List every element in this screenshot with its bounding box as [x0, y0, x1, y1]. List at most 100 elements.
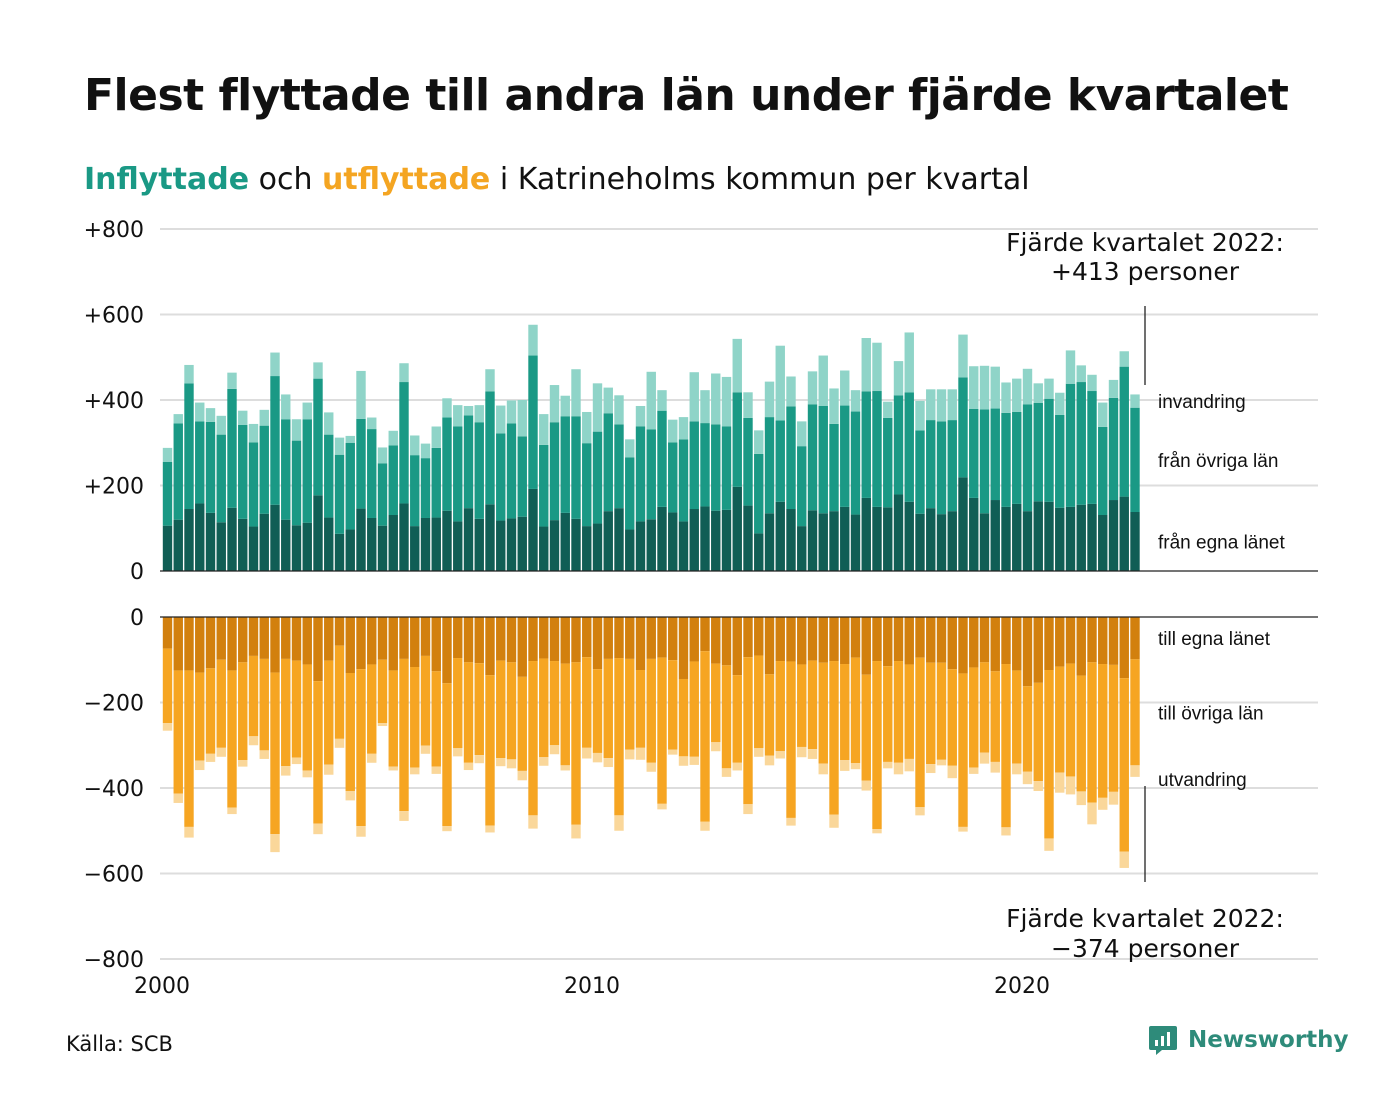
bar-in-2 [313, 362, 323, 379]
subtitle-out-word: utflyttade [322, 162, 491, 197]
bar-out-1 [711, 663, 721, 743]
bar-out-2 [872, 829, 882, 834]
bar-in-2 [216, 415, 226, 435]
bar-in-0 [872, 506, 882, 571]
bar-in-0 [625, 529, 635, 571]
bar-out-2 [195, 760, 205, 771]
bar-in-0 [1076, 504, 1086, 571]
bar-out-2 [969, 767, 979, 774]
y-tick-label: 0 [130, 606, 144, 631]
bar-in-1 [270, 376, 280, 505]
y-tick-label: +400 [84, 389, 144, 414]
bar-in-2 [1098, 402, 1108, 427]
subtitle-in-word: Inflyttade [84, 162, 250, 197]
bar-out-0 [506, 617, 517, 663]
bar-out-0 [1065, 617, 1076, 664]
bar-out-0 [571, 617, 581, 663]
bar-in-1 [915, 430, 925, 514]
bar-in-2 [850, 390, 861, 412]
bar-in-1 [958, 377, 968, 478]
bar-out-1 [313, 681, 323, 824]
bar-out-0 [356, 617, 366, 670]
bar-out-1 [528, 661, 538, 816]
bar-out-2 [270, 834, 280, 853]
bar-out-0 [539, 617, 549, 659]
bar-out-1 [367, 664, 377, 754]
bar-in-2 [668, 419, 678, 443]
bar-out-1 [915, 657, 925, 808]
bar-out-0 [754, 617, 764, 656]
bar-out-0 [270, 617, 280, 673]
bar-out-1 [958, 673, 968, 827]
bar-in-2 [829, 388, 839, 424]
bar-out-0 [689, 617, 699, 662]
bar-out-2 [259, 750, 269, 759]
bar-in-1 [388, 445, 398, 515]
bar-in-0 [1033, 501, 1043, 571]
bar-out-2 [915, 807, 925, 816]
bar-out-0 [485, 617, 495, 676]
bar-in-1 [947, 420, 957, 512]
bar-in-1 [453, 426, 463, 522]
bar-out-1 [668, 660, 678, 750]
bar-out-1 [872, 661, 882, 830]
bar-out-1 [635, 670, 646, 748]
bar-out-2 [904, 758, 914, 772]
bar-in-0 [958, 477, 968, 571]
bar-in-1 [926, 420, 936, 509]
bar-out-0 [807, 617, 818, 661]
bar-out-2 [248, 736, 259, 746]
brand-logo: Newsworthy [1148, 1024, 1349, 1056]
bar-out-2 [388, 766, 398, 771]
bar-in-1 [775, 420, 785, 502]
bar-in-0 [356, 508, 366, 571]
bar-out-1 [904, 664, 914, 759]
bar-in-2 [453, 405, 463, 427]
bar-in-0 [173, 519, 183, 571]
bar-in-1 [571, 416, 581, 519]
bar-out-1 [850, 657, 861, 764]
bar-in-2 [259, 409, 269, 426]
bar-in-0 [162, 525, 173, 571]
bar-in-2 [754, 430, 764, 454]
bar-in-2 [990, 366, 1000, 409]
bar-out-1 [463, 662, 474, 763]
bar-in-1 [936, 421, 947, 515]
bar-in-1 [302, 419, 312, 523]
bar-out-0 [592, 617, 603, 670]
bar-in-2 [356, 370, 366, 419]
annotations: Fjärde kvartalet 2022:+413 personerFjärd… [1006, 228, 1284, 963]
bar-out-2 [420, 745, 431, 754]
bar-in-0 [582, 526, 592, 571]
bar-in-2 [904, 332, 914, 393]
bar-out-1 [689, 661, 699, 757]
bar-in-1 [721, 426, 732, 510]
bar-out-2 [850, 763, 861, 770]
bar-out-2 [1012, 763, 1022, 775]
bar-out-0 [700, 617, 710, 652]
bar-out-1 [582, 657, 592, 748]
bar-in-2 [388, 430, 398, 446]
bar-in-2 [861, 338, 871, 392]
y-tick-label: +600 [84, 304, 144, 329]
bar-out-2 [818, 763, 828, 775]
bar-out-0 [775, 617, 785, 662]
bar-in-1 [238, 424, 248, 519]
bar-out-0 [248, 617, 259, 656]
bar-out-1 [270, 672, 280, 835]
bar-out-2 [979, 752, 990, 764]
bar-in-0 [732, 486, 742, 571]
bar-out-1 [861, 674, 871, 781]
bar-out-1 [442, 683, 452, 827]
bar-in-2 [614, 395, 624, 425]
y-tick-label: −400 [84, 777, 144, 802]
bar-in-0 [1087, 503, 1097, 571]
bar-in-0 [259, 513, 269, 571]
bar-out-1 [324, 660, 334, 765]
bar-in-2 [367, 417, 377, 430]
y-tick-label: +200 [84, 475, 144, 500]
bar-out-0 [453, 617, 463, 659]
bar-in-0 [345, 529, 355, 571]
bar-out-2 [324, 764, 334, 775]
bar-in-1 [797, 446, 807, 527]
